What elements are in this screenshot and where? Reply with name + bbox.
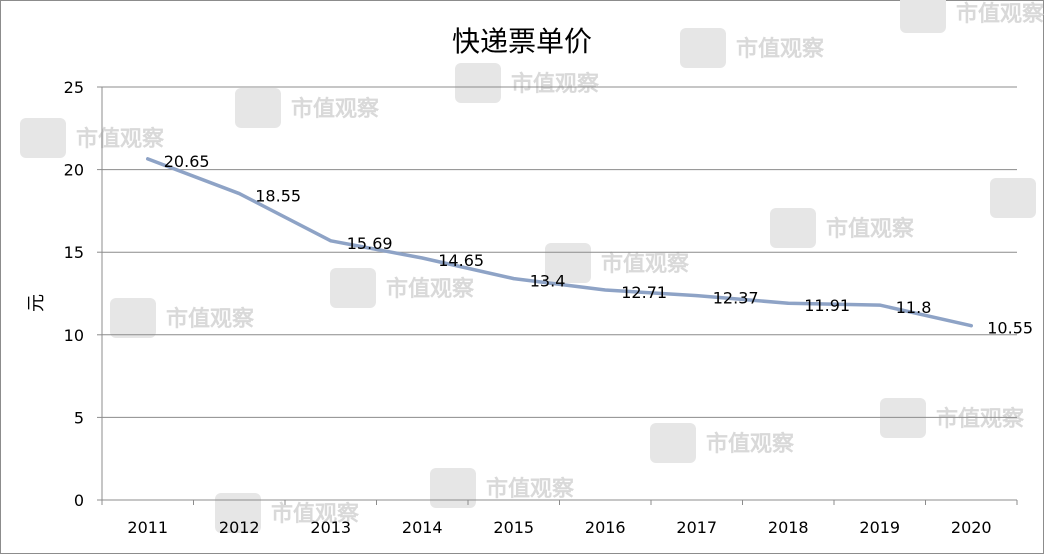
axes: 0 5 10 15 20 25 2011 2012 2013 2014 2015 2016 2017 20…	[64, 78, 1018, 537]
y-tick-label: 15	[64, 243, 84, 262]
x-tick-label: 2020	[951, 518, 992, 537]
data-label: 20.65	[164, 152, 210, 171]
y-tick-label: 5	[74, 408, 84, 427]
data-label: 12.37	[713, 289, 759, 308]
watermark-text: 市值观察	[271, 501, 360, 527]
data-point	[237, 192, 241, 196]
watermark-logo-icon	[110, 298, 156, 338]
data-point	[786, 301, 790, 305]
data-label: 11.91	[804, 296, 850, 315]
watermark-logo-icon	[235, 88, 281, 128]
x-tick-label: 2015	[493, 518, 534, 537]
x-tick-label: 2012	[219, 518, 260, 537]
watermark-text: 市值观察	[956, 1, 1044, 27]
watermark-text: 市值观察	[826, 216, 915, 242]
watermark-text: 市值观察	[706, 431, 795, 457]
data-label: 11.8	[896, 298, 932, 317]
data-label: 15.69	[347, 234, 393, 253]
watermark-text: 市值观察	[736, 36, 825, 62]
data-label: 10.55	[987, 319, 1033, 338]
data-label: 18.55	[255, 187, 301, 206]
watermark-text: 市值观察	[76, 126, 165, 152]
x-tick-label: 2011	[127, 518, 168, 537]
data-labels: 20.65 18.55 15.69 14.65 13.4 12.71 12.37 11.91 1…	[164, 152, 1033, 338]
data-point	[878, 303, 882, 307]
watermark-logo-icon	[650, 423, 696, 463]
data-point	[420, 256, 424, 260]
watermark-logo-icon	[990, 178, 1036, 218]
watermark-logo-icon	[20, 118, 66, 158]
x-tick-label: 2017	[676, 518, 717, 537]
x-tick-label: 2014	[402, 518, 443, 537]
data-point	[146, 157, 150, 161]
watermark-text: 市值观察	[601, 251, 690, 277]
chart-title: 快递票单价	[451, 25, 592, 58]
watermark-text: 市值观察	[486, 476, 575, 502]
data-point	[969, 324, 973, 328]
watermark-text: 市值观察	[166, 306, 255, 332]
watermark-layer: 市值观察市值观察市值观察市值观察市值观察市值观察市值观察市值观察市值观察市值观察…	[20, 0, 1044, 533]
y-tick-label: 0	[74, 491, 84, 510]
watermark-logo-icon	[680, 28, 726, 68]
data-point	[512, 277, 516, 281]
data-point	[695, 294, 699, 298]
x-tick-label: 2016	[585, 518, 626, 537]
watermark-logo-icon	[330, 268, 376, 308]
watermark-logo-icon	[545, 243, 591, 283]
watermark-text: 市值观察	[936, 406, 1025, 432]
data-label: 13.4	[530, 272, 566, 291]
data-point	[603, 288, 607, 292]
watermark-text: 市值观察	[386, 276, 475, 302]
watermark-text: 市值观察	[291, 96, 380, 122]
watermark-logo-icon	[215, 493, 261, 533]
watermark-logo-icon	[900, 0, 946, 33]
x-tick-label: 2019	[859, 518, 900, 537]
y-tick-label: 20	[64, 161, 84, 180]
watermark-logo-icon	[455, 63, 501, 103]
y-tick-label: 10	[64, 326, 84, 345]
gridlines	[102, 86, 1017, 501]
data-label: 12.71	[621, 283, 667, 302]
y-tick-label: 25	[64, 78, 84, 97]
data-label: 14.65	[438, 251, 484, 270]
x-tick-label: 2018	[768, 518, 809, 537]
watermark-text: 市值观察	[511, 71, 600, 97]
series-line	[146, 157, 973, 328]
series-layer	[146, 157, 973, 328]
watermark-logo-icon	[430, 468, 476, 508]
x-tick-label: 2013	[310, 518, 351, 537]
watermark-logo-icon	[880, 398, 926, 438]
watermark-logo-icon	[770, 208, 816, 248]
data-point	[329, 239, 333, 243]
